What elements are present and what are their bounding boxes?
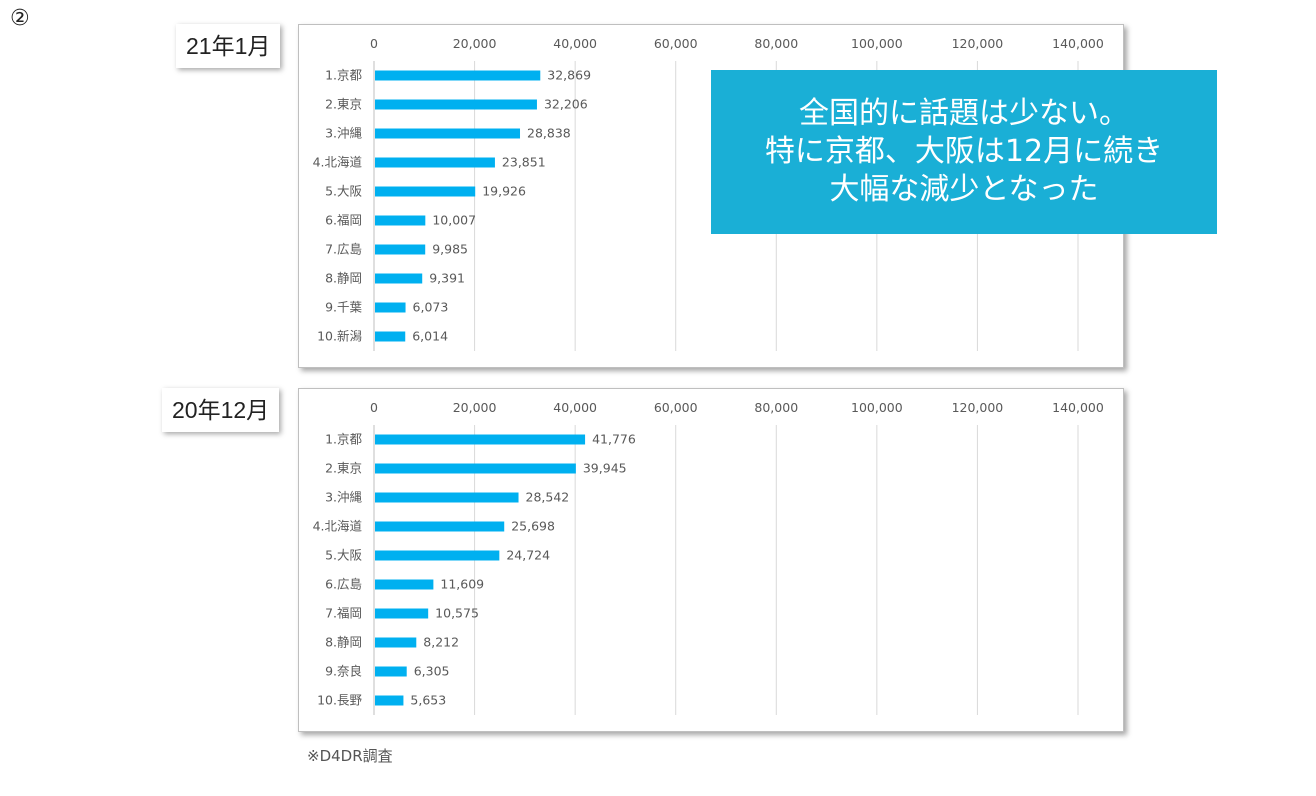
data-label: 10,007 (432, 213, 476, 228)
data-label: 9,391 (429, 271, 465, 286)
category-label: 8.静岡 (325, 635, 362, 650)
data-label: 8,212 (423, 635, 459, 650)
data-label: 6,014 (412, 329, 448, 344)
bar (375, 331, 406, 342)
category-label: 3.沖縄 (325, 490, 362, 505)
callout-line-2: 特に京都、大阪は12月に続き (764, 134, 1164, 169)
bar (375, 302, 406, 313)
bar-chart-jan-2021: 0 20,000 40,000 60,000 80,000 100,000 120,000 1… (313, 36, 1104, 351)
callout-line-1: 全国的に話題は少ない。 (799, 96, 1129, 131)
x-tick-label: 100,000 (851, 36, 903, 51)
bar (375, 608, 429, 619)
chart-panel-dec-2020: 0 20,000 40,000 60,000 80,000 100,000 120,000 1… (298, 388, 1124, 732)
bar (375, 186, 476, 197)
category-label: 7.広島 (325, 242, 362, 257)
category-label: 4.北海道 (313, 155, 363, 170)
category-label: 3.沖縄 (325, 126, 362, 141)
x-tick-label: 20,000 (453, 36, 497, 51)
data-label: 11,609 (440, 577, 484, 592)
bar (375, 492, 519, 503)
bar (375, 244, 426, 255)
data-label: 32,206 (544, 97, 588, 112)
category-label: 5.大阪 (325, 548, 362, 563)
bar (375, 695, 404, 706)
x-tick-label: 60,000 (654, 400, 698, 415)
x-tick-label: 40,000 (553, 400, 597, 415)
data-label: 6,305 (414, 664, 450, 679)
x-tick-label: 80,000 (754, 400, 798, 415)
x-tick-label: 0 (370, 400, 378, 415)
x-tick-label: 120,000 (952, 36, 1004, 51)
category-label: 9.奈良 (325, 664, 362, 679)
bar (375, 70, 541, 81)
bar (375, 434, 586, 445)
data-label: 9,985 (432, 242, 468, 257)
slide-number: ② (10, 6, 30, 31)
data-label: 6,073 (413, 300, 449, 315)
bar (375, 215, 426, 226)
bar (375, 273, 423, 284)
category-label: 6.広島 (325, 577, 362, 592)
category-label: 10.新潟 (317, 329, 362, 344)
category-label: 1.京都 (325, 432, 362, 447)
category-label: 8.静岡 (325, 271, 362, 286)
chart-title-dec-2020: 20年12月 (162, 388, 280, 432)
x-tick-label: 140,000 (1052, 36, 1104, 51)
data-label: 41,776 (592, 432, 636, 447)
data-label: 24,724 (506, 548, 550, 563)
category-label: 1.京都 (325, 68, 362, 83)
bar (375, 579, 434, 590)
data-label: 28,542 (526, 490, 570, 505)
data-label: 25,698 (511, 519, 555, 534)
data-label: 32,869 (547, 68, 591, 83)
x-tick-label: 80,000 (754, 36, 798, 51)
source-note: ※D4DR調査 (307, 747, 393, 765)
category-label: 5.大阪 (325, 184, 362, 199)
x-tick-label: 40,000 (553, 36, 597, 51)
x-tick-label: 100,000 (851, 400, 903, 415)
category-label: 2.東京 (325, 97, 362, 112)
data-label: 39,945 (583, 461, 627, 476)
category-label: 4.北海道 (313, 519, 363, 534)
x-tick-label: 0 (370, 36, 378, 51)
bar (375, 666, 407, 677)
data-label: 5,653 (410, 693, 446, 708)
x-tick-label: 120,000 (952, 400, 1004, 415)
data-label: 28,838 (527, 126, 571, 141)
bar (375, 99, 537, 110)
data-label: 19,926 (482, 184, 526, 199)
x-tick-label: 140,000 (1052, 400, 1104, 415)
bar-chart-dec-2020: 0 20,000 40,000 60,000 80,000 100,000 120,000 1… (313, 400, 1104, 715)
category-label: 9.千葉 (325, 300, 362, 315)
category-label: 10.長野 (317, 693, 362, 708)
bar (375, 521, 505, 532)
x-tick-label: 20,000 (453, 400, 497, 415)
category-label: 6.福岡 (325, 213, 362, 228)
data-label: 10,575 (435, 606, 479, 621)
bar (375, 550, 500, 561)
bar (375, 637, 417, 648)
callout-box: 全国的に話題は少ない。 特に京都、大阪は12月に続き 大幅な減少となった (711, 70, 1217, 234)
x-tick-label: 60,000 (654, 36, 698, 51)
chart-title-jan-2021: 21年1月 (176, 24, 281, 68)
bar (375, 157, 495, 168)
bar (375, 463, 576, 474)
data-label: 23,851 (502, 155, 546, 170)
category-label: 7.福岡 (325, 606, 362, 621)
callout-line-3: 大幅な減少となった (829, 172, 1099, 207)
category-label: 2.東京 (325, 461, 362, 476)
bar (375, 128, 521, 139)
